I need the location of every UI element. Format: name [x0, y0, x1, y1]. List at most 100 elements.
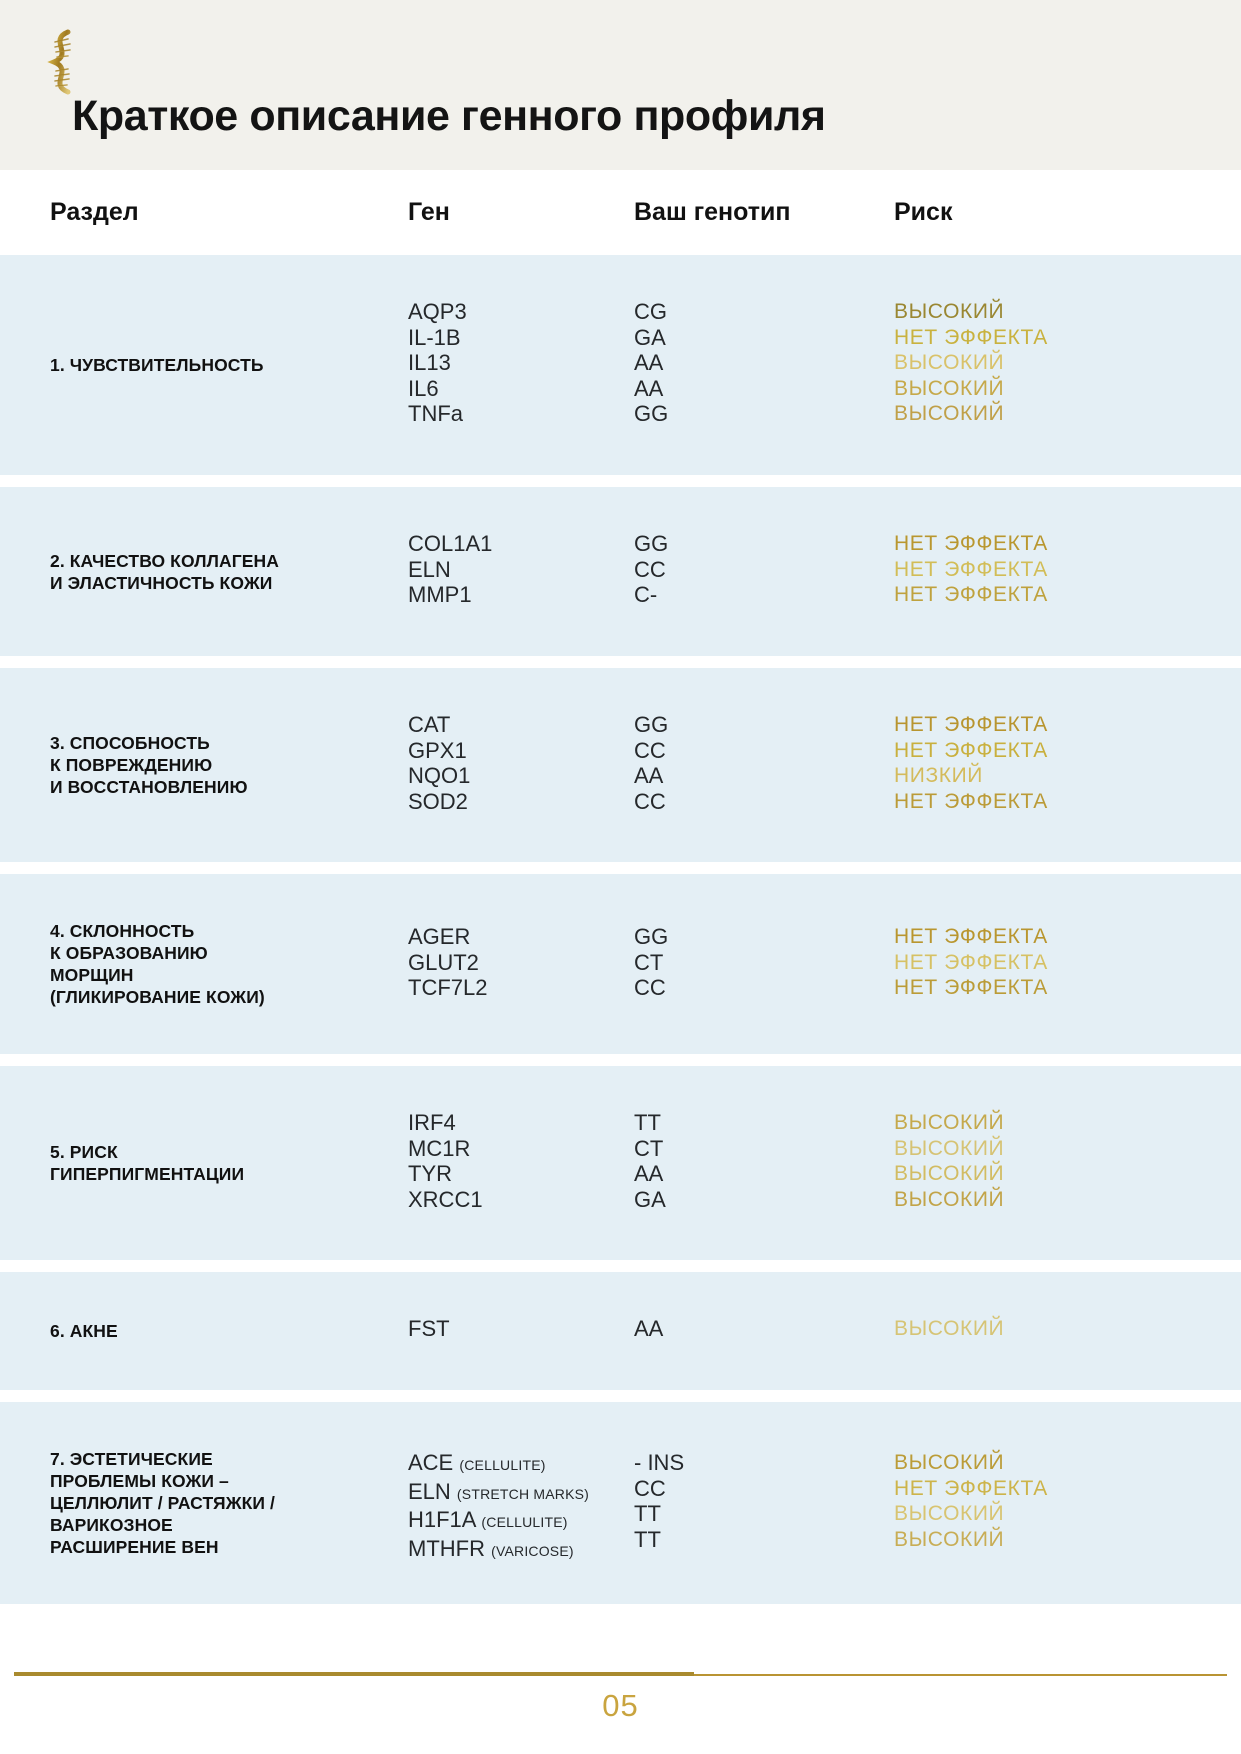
genotype-list: GG CC C- [634, 531, 668, 608]
risk-value: ВЫСОКИЙ [894, 376, 1005, 400]
table-section-row: 6. АКНЕ FST AA ВЫСОКИЙ [0, 1272, 1241, 1390]
genotype-value: CG [634, 299, 667, 324]
risk-value: НЕТ ЭФФЕКТА [894, 950, 1048, 974]
risk-value: НИЗКИЙ [894, 764, 983, 787]
gene-symbol: TYR [408, 1161, 452, 1186]
risk-value: ВЫСОКИЙ [894, 1162, 1005, 1185]
table-section-row: 3. СПОСОБНОСТЬ К ПОВРЕЖДЕНИЮ И ВОССТАНОВЛЕ… [0, 668, 1241, 862]
risk-list: НЕТ ЭФФЕКТА НЕТ ЭФФЕКТА НЕТ ЭФФЕКТА [894, 531, 1048, 608]
gene-list: IRF4 MC1R TYR XRCC1 [408, 1110, 483, 1212]
risk-value: НЕТ ЭФФЕКТА [894, 789, 1048, 813]
gene-name: MTHFR (VARICOSE) [408, 1536, 589, 1565]
risk-value: ВЫСОКИЙ [894, 1187, 1005, 1211]
gene-symbol: ELN [408, 1478, 451, 1504]
column-header-genotype: Ваш генотип [634, 198, 791, 226]
table-section-row: 2. КАЧЕСТВО КОЛЛАГЕНА И ЭЛАСТИЧНОСТЬ КОЖИ… [0, 487, 1241, 656]
gene-symbol: XRCC1 [408, 1186, 483, 1212]
gene-name: AQP3 [408, 299, 467, 325]
page-header: Краткое описание генного профиля [0, 0, 1241, 170]
gene-name: AGER [408, 924, 487, 950]
gene-symbol: AGER [408, 924, 471, 949]
genotype-value: CT [634, 1135, 664, 1161]
gene-symbol: TCF7L2 [408, 975, 488, 1000]
risk-value: НЕТ ЭФФЕКТА [894, 925, 1048, 948]
section-label: 7. ЭСТЕТИЧЕСКИЕ ПРОБЛЕМЫ КОЖИ – ЦЕЛЛЮЛИТ /… [50, 1449, 276, 1557]
gene-name: H1F1A (CELLULITE) [408, 1507, 589, 1536]
gene-name: IL13 [408, 350, 467, 376]
genotype-list: TT CT AA GA [634, 1110, 666, 1212]
gene-name: CAT [408, 712, 470, 738]
gene-annotation: (CELLULITE) [481, 1514, 568, 1530]
genotype-value: AA [634, 350, 664, 375]
gene-symbol: COL1A1 [408, 531, 493, 556]
gene-name: GLUT2 [408, 950, 487, 976]
gene-annotation: (CELLULITE) [459, 1457, 546, 1473]
column-header-section: Раздел [50, 198, 139, 226]
genotype-value: CC [634, 737, 666, 763]
genotype-list: - INS CC TT TT [634, 1450, 684, 1552]
risk-list: ВЫСОКИЙ НЕТ ЭФФЕКТА ВЫСОКИЙ ВЫСОКИЙ [894, 1450, 1048, 1552]
section-label: 2. КАЧЕСТВО КОЛЛАГЕНА И ЭЛАСТИЧНОСТЬ КОЖИ [50, 551, 280, 593]
gene-list: AGER GLUT2 TCF7L2 [408, 924, 487, 1001]
genotype-value: TT [634, 1110, 661, 1135]
risk-value: НЕТ ЭФФЕКТА [894, 325, 1048, 349]
gene-name: FST [408, 1316, 450, 1342]
gene-name: XRCC1 [408, 1187, 483, 1213]
gene-annotation: (VARICOSE) [491, 1542, 574, 1559]
gene-symbol: NQO1 [408, 763, 471, 788]
genotype-value: GA [634, 1186, 666, 1212]
gene-name: NQO1 [408, 763, 470, 789]
genotype-list: GG CC AA CC [634, 712, 668, 814]
risk-value: НЕТ ЭФФЕКТА [894, 557, 1048, 581]
risk-value: НЕТ ЭФФЕКТА [894, 976, 1048, 999]
gene-symbol: IL6 [408, 375, 439, 401]
table-section-row: 4. СКЛОННОСТЬ К ОБРАЗОВАНИЮ МОРЩИН (ГЛИКИРО… [0, 874, 1241, 1054]
genotype-value: CC [634, 975, 666, 1000]
page-title: Краткое описание генного профиля [72, 92, 826, 140]
genotype-value: GG [634, 712, 669, 737]
risk-value: ВЫСОКИЙ [894, 1527, 1005, 1551]
gene-list: ACE (CELLULITE) ELN (STRETCH MARKS) H1F1A … [408, 1450, 589, 1564]
genotype-value: CC [634, 556, 666, 582]
risk-value: ВЫСОКИЙ [894, 1502, 1005, 1525]
genotype-value: GG [634, 924, 669, 949]
table-header-row: Раздел Ген Ваш генотип Риск [0, 170, 1241, 255]
section-label: 1. ЧУВСТВИТЕЛЬНОСТЬ [50, 355, 264, 375]
gene-name: COL1A1 [408, 531, 492, 557]
genotype-value: AA [634, 1316, 664, 1341]
risk-value: ВЫСОКИЙ [894, 300, 1005, 323]
gene-symbol: MTHFR [408, 1535, 485, 1561]
gene-name: ELN [408, 557, 492, 583]
gene-symbol: CAT [408, 712, 451, 737]
page-number: 05 [602, 1688, 639, 1723]
section-label: 3. СПОСОБНОСТЬ К ПОВРЕЖДЕНИЮ И ВОССТАНОВЛЕ… [50, 733, 248, 797]
gene-name: SOD2 [408, 789, 470, 815]
gene-name: IL-1B [408, 325, 467, 351]
genotype-value: GA [634, 324, 666, 350]
gene-symbol: SOD2 [408, 788, 468, 814]
genotype-value: AA [634, 375, 664, 401]
risk-value: ВЫСОКИЙ [894, 351, 1005, 374]
genotype-value: TT [634, 1526, 661, 1552]
column-header-gene: Ген [408, 198, 450, 226]
risk-list: НЕТ ЭФФЕКТА НЕТ ЭФФЕКТА НЕТ ЭФФЕКТА [894, 924, 1048, 1001]
risk-list: ВЫСОКИЙ НЕТ ЭФФЕКТА ВЫСОКИЙ ВЫСОКИЙ ВЫСОКИЙ [894, 299, 1048, 427]
footer-divider-accent [14, 1672, 694, 1676]
column-header-risk: Риск [894, 198, 953, 226]
risk-value: ВЫСОКИЙ [894, 402, 1005, 425]
genotype-list: GG CT CC [634, 924, 668, 1001]
risk-value: ВЫСОКИЙ [894, 1111, 1005, 1134]
risk-list: ВЫСОКИЙ ВЫСОКИЙ ВЫСОКИЙ ВЫСОКИЙ [894, 1110, 1004, 1212]
gene-symbol: AQP3 [408, 299, 467, 324]
table-section-row: 1. ЧУВСТВИТЕЛЬНОСТЬ AQP3 IL-1B IL13 IL6 TNFa C… [0, 255, 1241, 475]
genotype-value: C- [634, 582, 658, 607]
gene-symbol: TNFa [408, 401, 463, 426]
genotype-value: GG [634, 401, 669, 426]
genotype-value: GG [634, 531, 669, 556]
gene-name: TCF7L2 [408, 975, 487, 1001]
gene-symbol: MC1R [408, 1135, 471, 1161]
genotype-list: CG GA AA AA GG [634, 299, 668, 427]
gene-symbol: FST [408, 1316, 450, 1341]
genotype-value: - INS [634, 1450, 685, 1475]
risk-value: НЕТ ЭФФЕКТА [894, 738, 1048, 762]
